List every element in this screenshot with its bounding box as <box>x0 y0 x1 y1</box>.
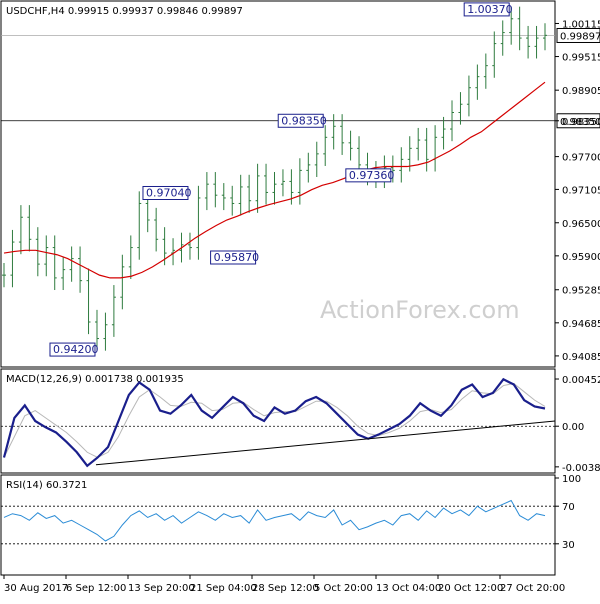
macd-main-line <box>2 377 546 468</box>
annotation-box <box>210 250 257 265</box>
rsi-axis-label: 100 <box>562 474 581 485</box>
axis-layer: 1.00115 0.99515 0.98905 0.98350 0.97700 0.971… <box>3 19 600 594</box>
x-axis-label: 27 Oct 20:00 <box>500 583 565 594</box>
annotation-box <box>142 185 189 200</box>
x-axis-label: 5 Oct 20:00 <box>314 583 373 594</box>
price-layer: 0.98350 0.99897 1.00370 0.98350 0.97040 0.958… <box>1 2 600 357</box>
macd-axis-label: 0.004527 <box>562 375 600 386</box>
x-axis-label: 21 Sep 04:00 <box>190 583 257 594</box>
annotation-box <box>49 342 96 357</box>
price-axis-label: 0.94685 <box>562 319 600 330</box>
annotation-label: 1.00370 <box>467 3 513 16</box>
price-axis-label: 0.97700 <box>562 153 600 164</box>
rsi-axis-label: 70 <box>562 502 575 513</box>
macd-layer: 0.004527 0.00 -0.003898 <box>1 375 600 474</box>
macd-trendline <box>95 420 556 466</box>
watermark: ActionForex.com <box>320 296 520 324</box>
x-axis-label: 6 Sep 12:00 <box>66 583 126 594</box>
macd-axis-label: -0.003898 <box>562 463 600 474</box>
x-axis-label: 13 Sep 20:00 <box>128 583 195 594</box>
annotation-box <box>277 113 324 128</box>
macd-label: MACD(12,26,9) 0.001738 0.001935 <box>6 374 184 385</box>
level-line-label: 0.98350 <box>560 117 600 128</box>
price-axis-label: 0.95900 <box>562 252 600 263</box>
price-axis-label: 0.98905 <box>562 86 600 97</box>
x-axis-label: 13 Oct 04:00 <box>376 583 441 594</box>
rsi-line <box>3 499 546 542</box>
annotation-label: 0.98350 <box>281 114 327 127</box>
rsi-layer: 100 70 30 <box>1 474 581 551</box>
macd-signal-line <box>3 382 546 459</box>
current-price-box <box>556 27 600 43</box>
x-axis-label: 30 Aug 2017 <box>4 583 68 594</box>
current-price-label: 0.99897 <box>560 31 600 42</box>
price-panel-frame <box>0 0 556 368</box>
annotation-label: 0.95870 <box>214 251 260 264</box>
annotation-label: 0.97360 <box>349 169 395 182</box>
annotation-box <box>463 2 510 17</box>
price-axis-label: 0.98350 <box>562 117 600 128</box>
annotation-label: 0.97040 <box>146 186 192 199</box>
rsi-axis-label: 30 <box>562 540 575 551</box>
price-axis-label: 0.97105 <box>562 185 600 196</box>
price-axis-label: 0.99515 <box>562 53 600 64</box>
macd-axis-label: 0.00 <box>562 422 584 433</box>
rsi-label: RSI(14) 60.3721 <box>6 480 87 491</box>
x-axis-label: 20 Oct 12:00 <box>438 583 503 594</box>
annotation-label: 0.94200 <box>53 343 99 356</box>
moving-average-line <box>3 81 546 279</box>
price-axis-label: 0.96500 <box>562 219 600 230</box>
symbol-header: USDCHF,H4 0.99915 0.99937 0.99846 0.9989… <box>6 6 243 17</box>
x-axis-label: 28 Sep 12:00 <box>252 583 319 594</box>
price-axis-label: 0.95285 <box>562 286 600 297</box>
rsi-panel-frame <box>0 474 556 576</box>
price-axis-label: 1.00115 <box>562 19 600 30</box>
annotation-box <box>345 168 392 183</box>
price-axis-label: 0.94085 <box>562 352 600 363</box>
